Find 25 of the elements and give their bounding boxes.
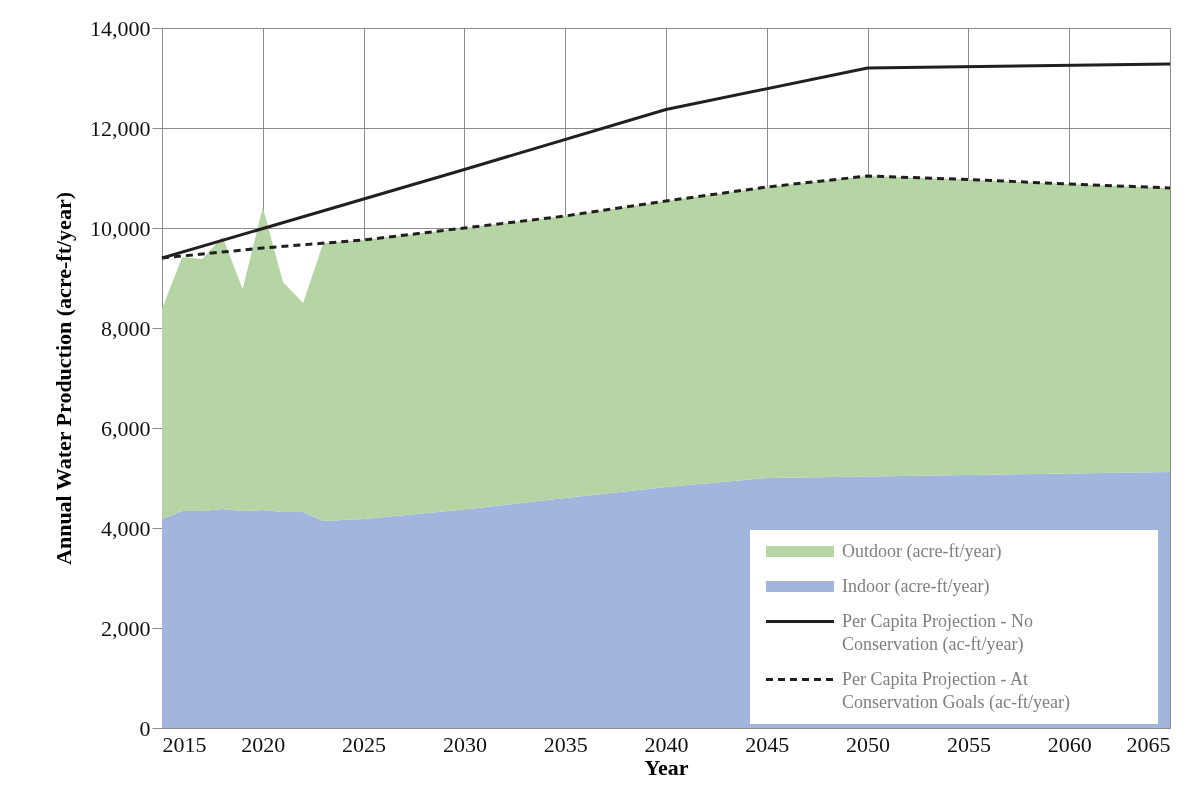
legend-label: Outdoor (acre-ft/year): [842, 540, 1002, 562]
y-tick-label: 0: [139, 715, 151, 741]
x-tick-label: 2045: [745, 731, 790, 757]
y-axis-title: Annual Water Production (acre-ft/year): [51, 192, 76, 565]
x-tick-label: 2060: [1047, 731, 1092, 757]
x-tick-label: 2025: [342, 731, 387, 757]
legend-label: Per Capita Projection - At Conservation Goals (ac-ft/year): [842, 668, 1070, 713]
x-tick-label: 2035: [543, 731, 588, 757]
y-tick-label: 4,000: [101, 515, 151, 541]
x-tick-label: 2065: [1126, 731, 1171, 757]
y-tick-label: 14,000: [90, 15, 151, 41]
x-tick-label: 2020: [241, 731, 286, 757]
legend-label: Indoor (acre-ft/year): [842, 575, 990, 597]
x-tick-label: 2030: [442, 731, 487, 757]
x-tick-label: 2015: [162, 731, 207, 757]
y-tick-label: 6,000: [101, 415, 151, 441]
y-tick-label: 2,000: [101, 615, 151, 641]
y-tick-label: 8,000: [101, 315, 151, 341]
x-tick-label: 2050: [846, 731, 891, 757]
legend-label: Per Capita Projection - No Conservation (ac-ft/year): [842, 610, 1033, 655]
y-tick-label: 10,000: [90, 215, 151, 241]
y-tick-label: 12,000: [90, 115, 151, 141]
x-tick-label: 2040: [644, 731, 689, 757]
x-axis-title: Year: [644, 754, 689, 780]
x-tick-label: 2055: [946, 731, 991, 757]
